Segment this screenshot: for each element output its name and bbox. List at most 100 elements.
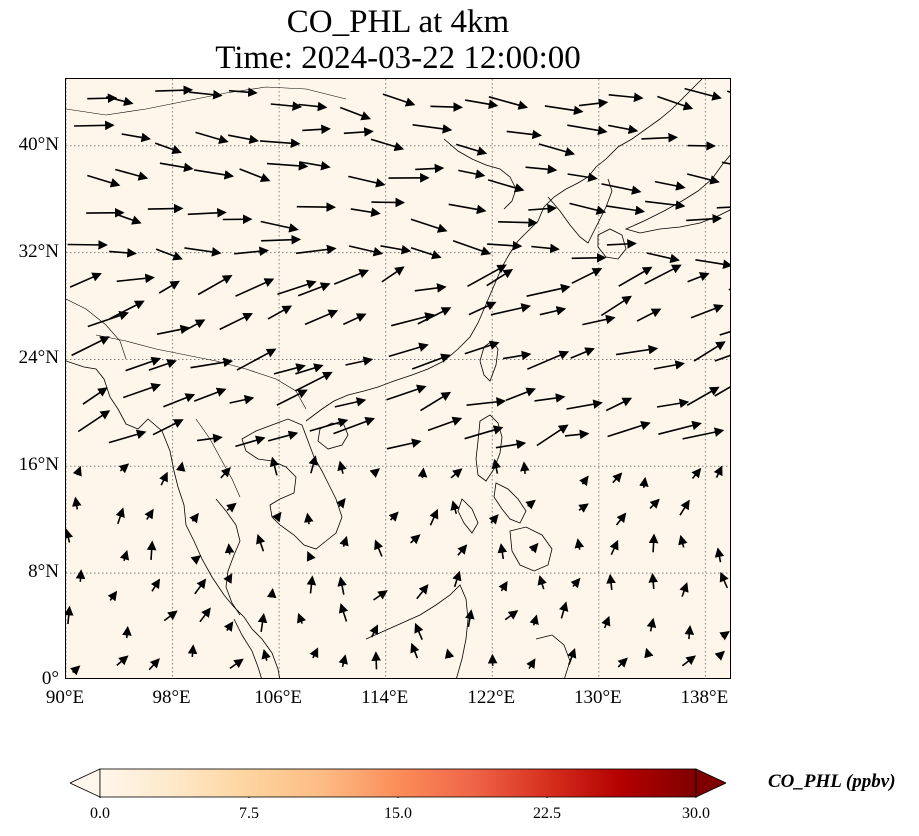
wind-vector-arrow xyxy=(648,533,659,553)
wind-vector-arrow xyxy=(228,87,258,98)
wind-vector-arrow xyxy=(152,419,184,436)
lon-tick-label: 122°E xyxy=(467,687,516,708)
wind-vector-arrow xyxy=(187,208,227,218)
coastline-indochina xyxy=(66,360,281,678)
wind-vector-arrow xyxy=(115,213,142,225)
wind-vector-arrow xyxy=(189,512,199,524)
wind-vector-arrow xyxy=(574,538,585,550)
wind-vector-arrow xyxy=(486,269,514,287)
wind-vector-arrow xyxy=(342,313,367,326)
wind-vector-arrow xyxy=(146,540,157,560)
wind-vector-arrow xyxy=(144,508,154,520)
wind-vector-arrow xyxy=(601,615,611,629)
wind-vector-arrow xyxy=(257,613,268,633)
wind-vector-arrow xyxy=(566,399,603,410)
wind-vector-arrow xyxy=(656,398,690,409)
wind-vector-arrow xyxy=(559,601,569,619)
wind-vector-arrow xyxy=(338,654,348,667)
wind-vector-arrow xyxy=(229,395,255,405)
wind-vector-arrow xyxy=(528,542,539,554)
wind-vector-arrow xyxy=(150,578,161,592)
wind-vector-arrow xyxy=(564,429,590,440)
wind-vectors xyxy=(66,85,730,676)
wind-vector-arrow xyxy=(608,92,644,103)
wind-vector-arrow xyxy=(526,350,570,370)
wind-vector-arrow xyxy=(181,319,206,333)
wind-vector-arrow xyxy=(684,625,695,640)
wind-vector-arrow xyxy=(338,603,349,622)
wind-vector-arrow xyxy=(109,248,137,258)
coastline-malay xyxy=(233,618,262,678)
wind-vector-arrow xyxy=(427,416,463,432)
wind-vector-arrow xyxy=(163,393,196,408)
wind-vector-arrow xyxy=(719,630,730,641)
wind-vector-arrow xyxy=(525,499,536,510)
wind-vector-arrow xyxy=(72,496,82,510)
wind-vector-arrow xyxy=(380,244,412,255)
wind-vector-arrow xyxy=(714,354,730,362)
wind-vector-arrow xyxy=(125,356,162,372)
wind-vector-arrow xyxy=(299,161,331,171)
wind-vector-arrow xyxy=(119,549,130,562)
wind-vector-arrow xyxy=(617,657,628,668)
wind-vector-arrow xyxy=(66,528,73,543)
wind-vector-arrow xyxy=(391,312,435,327)
wind-vector-arrow xyxy=(488,514,499,525)
wind-vector-arrow xyxy=(416,584,429,600)
wind-vector-arrow xyxy=(464,340,500,355)
wind-vector-arrow xyxy=(430,102,463,112)
wind-vector-arrow xyxy=(270,101,303,111)
wind-vector-arrow xyxy=(571,253,607,263)
wind-vector-arrow xyxy=(571,268,603,284)
wind-vector-arrow xyxy=(370,138,405,152)
wind-vector-arrow xyxy=(374,539,384,557)
wind-vector-arrow xyxy=(645,200,686,210)
colorbar-label: CO_PHL (ppbv) xyxy=(768,771,896,792)
wind-vector-arrow xyxy=(654,180,686,191)
wind-vector-arrow xyxy=(607,420,651,438)
wind-vector-arrow xyxy=(334,397,367,408)
wind-vector-arrow xyxy=(544,105,584,116)
wind-vector-arrow xyxy=(714,650,725,661)
wind-vector-arrow xyxy=(678,534,688,548)
wind-vector-arrow xyxy=(646,252,680,264)
coastline-borneo xyxy=(365,584,469,678)
wind-vector-arrow xyxy=(488,96,529,110)
wind-vector-arrow xyxy=(716,206,730,209)
wind-vector-arrow xyxy=(295,363,324,375)
wind-vector-arrow xyxy=(266,161,309,171)
wind-vector-arrow xyxy=(333,269,369,285)
wind-vector-arrow xyxy=(306,551,316,562)
wind-vector-arrow xyxy=(410,246,442,260)
wind-vector-arrow xyxy=(75,569,86,582)
wind-vector-arrow xyxy=(382,93,416,107)
wind-vector-arrow xyxy=(335,497,346,509)
coastline-gulf-thailand xyxy=(215,498,241,616)
wind-vector-arrow xyxy=(528,203,557,214)
wind-vector-arrow xyxy=(721,161,730,165)
wind-vector-arrow xyxy=(410,218,448,233)
colorbar-tick-label: 0.0 xyxy=(90,805,110,822)
coastline-vietnam xyxy=(241,418,343,550)
wind-vector-arrow xyxy=(295,244,337,255)
wind-vector-arrow xyxy=(381,266,405,283)
wind-vector-arrow xyxy=(520,461,530,474)
wind-vector-arrow xyxy=(373,590,388,601)
wind-vector-arrow xyxy=(260,220,299,233)
wind-vector-arrow xyxy=(298,101,328,112)
map-canvas xyxy=(66,79,730,678)
wind-vector-arrow xyxy=(641,132,678,143)
wind-vector-arrow xyxy=(116,655,129,667)
wind-vector-arrow xyxy=(190,555,202,565)
wind-vector-arrow xyxy=(386,438,422,450)
wind-vector-arrow xyxy=(505,387,536,402)
wind-vector-arrow xyxy=(458,169,486,179)
wind-vector-arrow xyxy=(606,205,646,216)
wind-vector-arrow xyxy=(273,363,306,375)
colorbar-tick-label: 15.0 xyxy=(384,805,412,822)
wind-vector-arrow xyxy=(684,87,722,101)
colorbar-extend-min xyxy=(69,768,101,798)
wind-vector-arrow xyxy=(691,467,702,480)
wind-vector-arrow xyxy=(175,461,186,472)
wind-vector-arrow xyxy=(71,336,110,357)
